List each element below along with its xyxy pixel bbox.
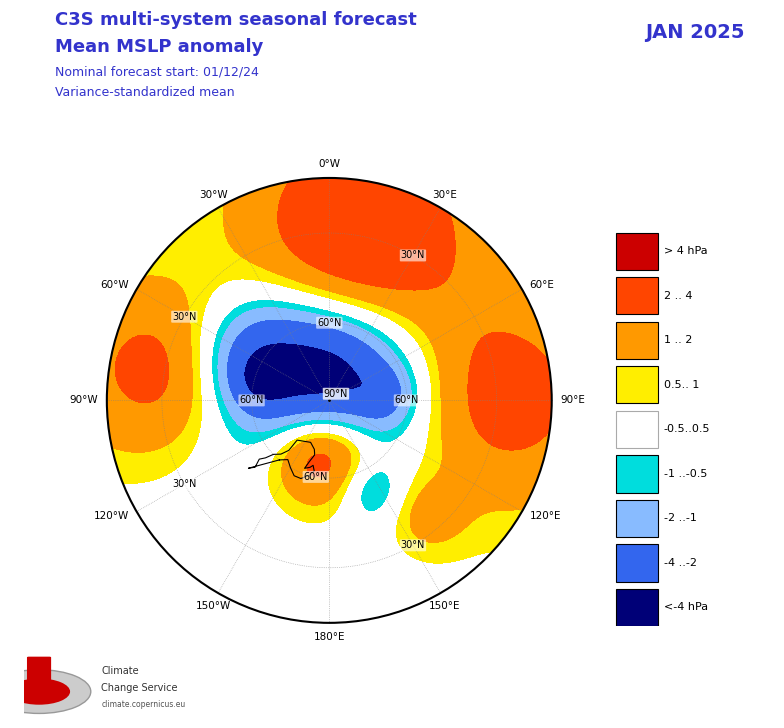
Point: [323, 395, 336, 406]
Bar: [615, 411, 658, 448]
Text: 60°N: 60°N: [395, 395, 419, 405]
Bar: [615, 366, 658, 403]
Point: [323, 395, 336, 406]
Text: <-4 hPa: <-4 hPa: [664, 603, 708, 612]
Point: [323, 395, 336, 406]
Text: 60°E: 60°E: [530, 280, 554, 290]
Point: [323, 395, 336, 406]
Bar: [615, 233, 658, 270]
Point: [323, 395, 336, 406]
Text: 30°N: 30°N: [401, 250, 425, 261]
Text: -4 ..-2: -4 ..-2: [664, 558, 697, 568]
Text: 30°N: 30°N: [172, 479, 197, 489]
Text: 90°W: 90°W: [69, 395, 98, 405]
Text: 30°N: 30°N: [401, 540, 425, 550]
Text: C3S multi-system seasonal forecast: C3S multi-system seasonal forecast: [55, 11, 416, 29]
Bar: [615, 545, 658, 582]
Text: Nominal forecast start: 01/12/24: Nominal forecast start: 01/12/24: [55, 66, 259, 79]
Text: 90°N: 90°N: [324, 389, 348, 399]
Text: Climate: Climate: [101, 666, 139, 676]
Text: 30°W: 30°W: [199, 190, 228, 200]
Text: -0.5..0.5: -0.5..0.5: [664, 424, 710, 435]
Point: [323, 395, 336, 406]
Point: [323, 395, 336, 406]
Text: 60°N: 60°N: [303, 472, 328, 482]
Circle shape: [0, 670, 91, 713]
Text: 150°E: 150°E: [429, 601, 461, 611]
Bar: [615, 499, 658, 537]
Text: -2 ..-1: -2 ..-1: [664, 513, 697, 523]
Circle shape: [8, 678, 70, 705]
Text: 120°E: 120°E: [530, 511, 561, 521]
Point: [323, 395, 336, 406]
Text: > 4 hPa: > 4 hPa: [664, 246, 707, 256]
FancyBboxPatch shape: [27, 657, 51, 684]
Text: 120°W: 120°W: [93, 511, 129, 521]
Text: 2 .. 4: 2 .. 4: [664, 290, 692, 301]
Text: 1 .. 2: 1 .. 2: [664, 336, 692, 345]
Text: 0.5.. 1: 0.5.. 1: [664, 380, 699, 389]
Bar: [615, 322, 658, 359]
Bar: [615, 589, 658, 626]
Text: 30°E: 30°E: [433, 190, 457, 200]
Point: [323, 395, 336, 406]
Text: Change Service: Change Service: [101, 683, 178, 693]
Text: Variance-standardized mean: Variance-standardized mean: [55, 86, 234, 99]
Text: Mean MSLP anomaly: Mean MSLP anomaly: [55, 38, 263, 56]
Text: 60°N: 60°N: [239, 395, 263, 405]
Point: [323, 395, 336, 406]
Text: 180°E: 180°E: [314, 632, 345, 642]
Text: climate.copernicus.eu: climate.copernicus.eu: [101, 700, 185, 708]
Text: JAN 2025: JAN 2025: [645, 23, 745, 42]
Text: 90°E: 90°E: [561, 395, 586, 405]
Text: 150°W: 150°W: [196, 601, 231, 611]
Text: 30°N: 30°N: [172, 312, 197, 322]
Point: [323, 395, 336, 406]
Text: -1 ..-0.5: -1 ..-0.5: [664, 469, 707, 479]
Text: 0°W: 0°W: [318, 159, 340, 169]
Bar: [615, 455, 658, 493]
Bar: [615, 277, 658, 314]
Text: 60°N: 60°N: [317, 317, 342, 328]
Text: 60°W: 60°W: [100, 280, 129, 290]
